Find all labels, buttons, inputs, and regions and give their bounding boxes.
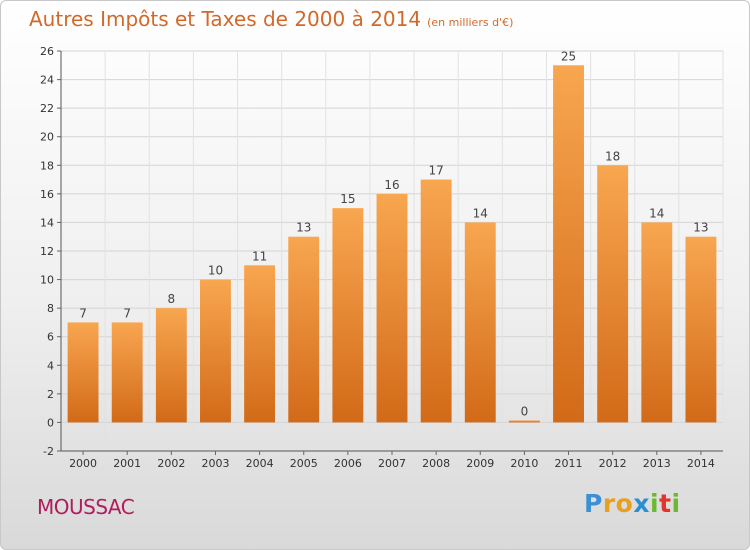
- bars: [67, 65, 717, 423]
- chart-title-text: Autres Impôts et Taxes de 2000 à 2014: [29, 7, 422, 31]
- x-tick-label: 2012: [599, 457, 627, 470]
- bar-value-label: 13: [296, 221, 311, 235]
- y-tick-label: 6: [47, 331, 54, 344]
- bar-value-label: 0: [521, 404, 529, 418]
- y-tick-label: 20: [40, 131, 54, 144]
- logo-letter: o: [615, 489, 634, 518]
- y-tick-label: 26: [40, 45, 54, 58]
- bar: [244, 265, 276, 423]
- bar-value-label: 15: [340, 192, 355, 206]
- x-tick-label: 2003: [201, 457, 229, 470]
- bar-value-label: 13: [693, 221, 708, 235]
- logo-letter: P: [584, 489, 603, 518]
- x-tick-label: 2008: [422, 457, 450, 470]
- x-tick-label: 2009: [466, 457, 494, 470]
- bar: [420, 179, 452, 423]
- y-tick-label: 0: [47, 416, 54, 429]
- bar: [332, 208, 364, 423]
- y-tick-label: 2: [47, 388, 54, 401]
- commune-name: MOUSSAC: [37, 495, 135, 519]
- bar-value-label: 16: [384, 178, 399, 192]
- chart-unit-label: (en milliers d'€): [427, 16, 514, 29]
- y-tick-label: 24: [40, 74, 54, 87]
- logo-letter: x: [633, 489, 650, 518]
- y-tick-label: 18: [40, 159, 54, 172]
- y-tick-label: 12: [40, 245, 54, 258]
- bar: [597, 165, 629, 423]
- value-labels: 7 7 8 10 11 13 15 16 17 14 0 25 18 14 13: [79, 49, 708, 418]
- bar-value-label: 14: [649, 206, 664, 220]
- bar-value-label: 7: [79, 306, 87, 320]
- x-tick-label: 2005: [290, 457, 318, 470]
- x-tick-label: 2014: [687, 457, 715, 470]
- logo-letter: r: [602, 489, 616, 518]
- bar-value-label: 11: [252, 249, 267, 263]
- bar: [464, 222, 496, 423]
- y-tick-label: 4: [47, 359, 54, 372]
- x-tick-label: 2013: [643, 457, 671, 470]
- x-tick-label: 2002: [157, 457, 185, 470]
- logo-letter: t: [659, 489, 672, 518]
- bar-value-label: 8: [168, 292, 176, 306]
- x-tick-label: 2007: [378, 457, 406, 470]
- bar: [508, 420, 540, 423]
- y-tick-label: 14: [40, 216, 54, 229]
- x-tick-label: 2010: [510, 457, 538, 470]
- y-tick-label: -2: [43, 445, 54, 458]
- bar: [67, 322, 99, 423]
- x-tick-label: 2011: [555, 457, 583, 470]
- bar: [641, 222, 673, 423]
- bar-value-label: 25: [561, 49, 576, 63]
- bar-value-label: 17: [428, 164, 443, 178]
- logo-letter: i: [650, 489, 660, 518]
- bar: [685, 236, 717, 423]
- bar: [200, 279, 231, 423]
- y-tick-label: 22: [40, 102, 54, 115]
- bar: [155, 308, 187, 423]
- y-tick-label: 16: [40, 188, 54, 201]
- bar: [111, 322, 143, 423]
- x-tick-label: 2006: [334, 457, 362, 470]
- y-tick-label: 10: [40, 274, 54, 287]
- x-tick-label: 2000: [69, 457, 97, 470]
- bar: [553, 65, 584, 423]
- proxiti-logo: Proxiti: [584, 489, 681, 518]
- bar-value-label: 10: [208, 264, 223, 278]
- x-tick-label: 2004: [246, 457, 274, 470]
- bar: [376, 193, 408, 423]
- bar-value-label: 14: [473, 206, 488, 220]
- x-tick-label: 2001: [113, 457, 141, 470]
- y-tick-label: 8: [47, 302, 54, 315]
- bar: [288, 236, 320, 423]
- bar-value-label: 7: [123, 306, 131, 320]
- bar-value-label: 18: [605, 149, 620, 163]
- chart-title: Autres Impôts et Taxes de 2000 à 2014 (en…: [29, 7, 513, 31]
- logo-letter: i: [671, 489, 681, 518]
